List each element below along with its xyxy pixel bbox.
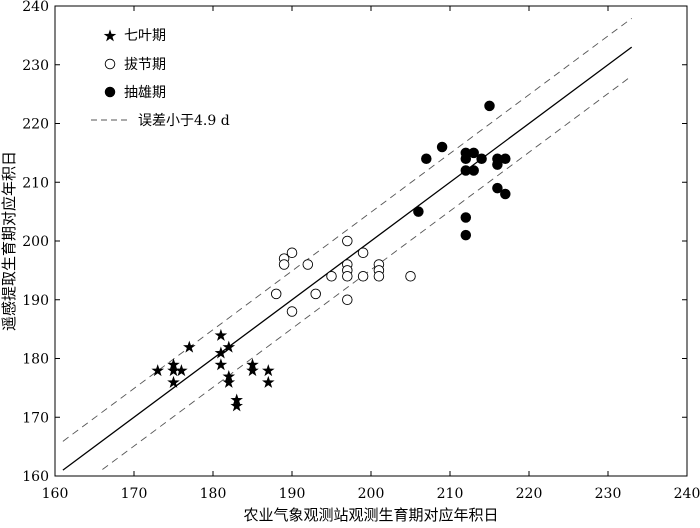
- point-seven-leaf: [246, 364, 259, 377]
- point-seven-leaf: [214, 346, 228, 359]
- y-tick-label: 230: [22, 58, 49, 74]
- point-jointing: [278, 259, 290, 270]
- point-tasseling: [460, 153, 472, 164]
- point-seven-leaf: [151, 364, 164, 377]
- y-tick-label: 200: [22, 234, 49, 250]
- point-tasseling: [468, 165, 479, 176]
- point-tasseling: [460, 229, 472, 241]
- point-jointing: [286, 306, 298, 317]
- point-tasseling: [492, 182, 503, 194]
- point-seven-leaf: [175, 364, 188, 377]
- x-tick-label: 240: [674, 486, 700, 502]
- x-tick-label: 230: [595, 486, 622, 502]
- point-jointing: [342, 271, 353, 282]
- legend: 七叶期 拔节期 抽雄期 误差小于4.9 d: [91, 28, 230, 129]
- y-tick-label: 220: [22, 117, 49, 133]
- x-tick-label: 170: [121, 486, 148, 502]
- point-jointing: [326, 271, 337, 282]
- point-tasseling: [413, 206, 424, 217]
- y-tick-label: 160: [22, 469, 49, 485]
- legend-star-shape: [103, 29, 117, 42]
- legend-label-seven-leaf: 七叶期: [124, 28, 166, 44]
- point-tasseling: [436, 141, 448, 153]
- legend-marker-filled-circle: [104, 86, 116, 98]
- point-tasseling: [492, 159, 503, 170]
- point-tasseling: [468, 147, 479, 159]
- x-tick-label: 180: [200, 486, 227, 502]
- point-seven-leaf: [214, 328, 228, 341]
- point-tasseling: [500, 188, 511, 200]
- point-jointing: [357, 271, 369, 282]
- error-band-line-upper: [62, 17, 632, 442]
- legend-label-error-band: 误差小于4.9 d: [138, 113, 230, 129]
- data-points: [151, 100, 511, 412]
- y-tick-label: 240: [22, 0, 49, 15]
- point-jointing: [302, 259, 314, 270]
- y-tick-label: 190: [22, 293, 49, 309]
- point-seven-leaf: [222, 340, 236, 353]
- one-to-one-line: [62, 46, 633, 471]
- axis-ticks: 160 170 180 190 200 210 220 230 240 160 170 180 190 2…: [22, 0, 700, 502]
- point-jointing: [342, 294, 353, 306]
- point-jointing: [405, 271, 416, 282]
- point-tasseling: [421, 153, 432, 164]
- point-seven-leaf: [214, 358, 228, 371]
- point-seven-leaf: [183, 340, 196, 353]
- y-axis-label: 遥感提取生育期对应年积日: [0, 151, 18, 331]
- point-jointing: [310, 288, 321, 300]
- y-tick-label: 210: [22, 175, 49, 191]
- point-seven-leaf: [167, 375, 180, 388]
- point-seven-leaf: [167, 364, 180, 377]
- point-jointing: [373, 271, 385, 282]
- point-tasseling: [484, 100, 495, 112]
- x-tick-label: 220: [516, 486, 543, 502]
- y-tick-label: 180: [22, 352, 49, 368]
- point-seven-leaf: [262, 364, 275, 377]
- reference-lines: [62, 17, 633, 471]
- legend-label-tasseling: 抽雄期: [124, 85, 166, 101]
- point-seven-leaf: [262, 375, 275, 388]
- x-tick-label: 160: [42, 486, 69, 502]
- x-tick-label: 200: [358, 486, 385, 502]
- x-tick-label: 210: [437, 486, 464, 502]
- legend-marker-star: [103, 29, 117, 42]
- point-tasseling: [460, 212, 472, 223]
- point-jointing: [270, 288, 282, 300]
- legend-label-jointing: 拔节期: [124, 57, 166, 73]
- error-band-line-lower: [102, 75, 632, 470]
- point-seven-leaf: [222, 375, 236, 388]
- point-seven-leaf: [230, 399, 243, 412]
- point-jointing: [342, 235, 353, 247]
- legend-marker-open-circle: [104, 58, 116, 70]
- point-jointing: [286, 247, 298, 258]
- x-axis-label: 农业气象观测站观测生育期对应年积日: [243, 506, 498, 524]
- point-tasseling: [500, 153, 511, 164]
- point-jointing: [357, 247, 369, 258]
- x-tick-label: 190: [279, 486, 306, 502]
- y-tick-label: 170: [22, 410, 49, 426]
- point-tasseling: [476, 153, 487, 164]
